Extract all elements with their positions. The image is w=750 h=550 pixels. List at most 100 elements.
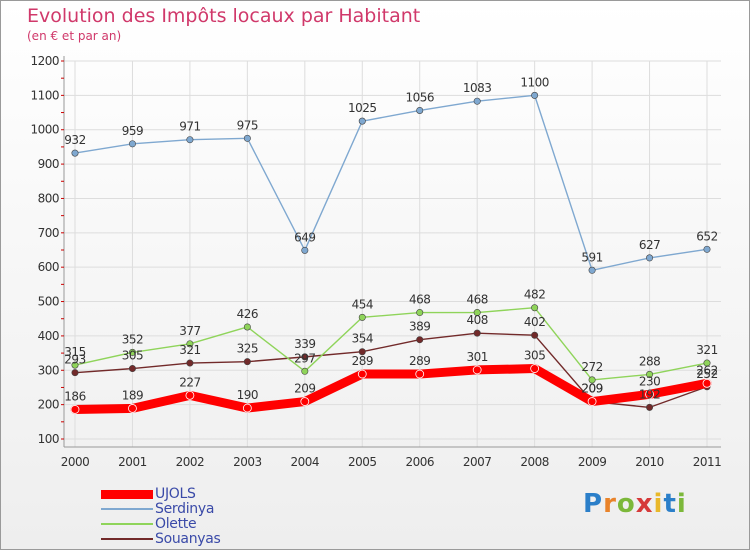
series-line-olette [74,307,708,381]
data-label-souanyas: 293 [64,353,85,367]
data-label-souanyas: 321 [179,343,200,357]
data-label-ujols: 190 [237,388,258,402]
data-label-olette: 352 [122,332,143,346]
x-tick-label: 2003 [233,455,262,469]
data-label-serdinya: 627 [639,238,660,252]
data-point-olette [71,361,79,369]
data-label-olette: 297 [294,351,315,365]
y-tick-label: 100 [38,432,59,446]
data-label-souanyas: 252 [696,367,717,381]
logo-letter: i [653,489,664,519]
y-tick-label: 500 [38,295,59,309]
data-label-ujols: 227 [179,375,200,389]
y-tick-label: 1000 [30,123,59,137]
logo-letter: i [676,489,687,519]
data-point-souanyas [416,336,424,344]
data-point-serdinya [531,91,539,99]
data-label-serdinya: 652 [696,229,717,243]
data-label-olette: 468 [409,293,430,307]
data-label-ujols: 305 [524,349,545,363]
data-point-olette [531,304,539,312]
data-label-souanyas: 325 [237,342,258,356]
axis-layer: 100 200 300 400 500 600 700 800 900 1000 1100 1200 2… [30,54,721,469]
data-point-serdinya [301,246,309,254]
data-point-ujols [587,397,597,406]
data-label-souanyas: 408 [466,313,487,327]
data-label-serdinya: 959 [122,124,143,138]
data-point-olette [186,340,194,348]
data-label-olette: 377 [179,324,200,338]
chart-title: Evolution des Impôts locaux par Habitant [27,5,421,27]
data-label-ujols: 230 [639,374,660,388]
data-point-serdinya [71,149,79,157]
data-point-souanyas [243,358,251,366]
data-point-souanyas [128,365,136,373]
data-point-ujols [300,397,310,406]
data-point-serdinya [358,117,366,125]
data-label-ujols: 209 [581,382,602,396]
legend-label: Olette [155,516,197,532]
data-point-serdinya [473,97,481,105]
data-point-ujols [357,369,367,379]
data-point-ujols [702,378,712,388]
data-label-souanyas: 402 [524,315,545,329]
data-label-serdinya: 649 [294,230,315,244]
data-point-souanyas [531,331,539,339]
logo-letter: o [616,489,636,519]
y-tick-label: 800 [38,191,59,205]
grid-layer [64,60,721,447]
data-label-serdinya: 1056 [405,90,434,104]
data-point-olette [416,309,424,317]
data-point-serdinya [128,140,136,148]
x-tick-label: 2006 [405,455,434,469]
data-point-olette [473,309,481,317]
data-point-olette [301,367,309,375]
data-label-souanyas: 354 [352,332,373,346]
logo-letter: P [583,489,604,519]
data-label-souanyas: 339 [294,337,315,351]
data-point-souanyas [301,353,309,361]
data-point-ujols [530,364,540,373]
data-point-serdinya [588,266,596,274]
data-point-souanyas [358,348,366,356]
data-label-olette: 315 [64,345,85,359]
data-label-olette: 321 [696,343,717,357]
data-label-serdinya: 1083 [463,81,492,95]
data-label-olette: 482 [524,288,545,302]
data-label-ujols: 301 [466,350,487,364]
data-label-serdinya: 971 [179,120,200,134]
legend-swatch [101,508,153,510]
data-point-ujols [185,390,195,400]
data-point-olette [128,348,136,356]
legend-item-ujols: UJOLS [101,486,301,502]
logo-letter: x [635,489,654,519]
y-tick-label: 200 [38,398,59,412]
data-label-ujols: 262 [696,363,717,377]
y-tick-label: 600 [38,260,59,274]
data-point-serdinya [186,136,194,144]
x-tick-label: 2010 [635,455,664,469]
data-point-ujols [128,404,137,413]
data-point-ujols [472,365,482,375]
x-tick-label: 2000 [61,455,90,469]
legend-item-olette: Olette [101,516,301,532]
legend-swatch [101,538,153,540]
x-tick-label: 2008 [520,455,549,469]
legend-swatch [101,489,153,499]
data-point-olette [588,376,596,384]
x-tick-label: 2007 [463,455,492,469]
logo-letter: t [663,489,677,519]
logo-letter: r [603,489,617,519]
x-tick-label: 2011 [693,455,722,469]
data-label-serdinya: 1100 [520,75,549,89]
legend: UJOLS Serdinya Olette Souanyas [101,486,301,547]
data-point-ujols [70,405,80,414]
x-tick-label: 2009 [578,455,607,469]
label-layer: 293 305 321 325 339 354 389 408 402 209 192 252 315 3… [64,75,718,403]
data-label-olette: 468 [466,293,487,307]
data-point-ujols [242,403,252,413]
data-label-olette: 426 [237,307,258,321]
series-line-serdinya [74,94,708,271]
